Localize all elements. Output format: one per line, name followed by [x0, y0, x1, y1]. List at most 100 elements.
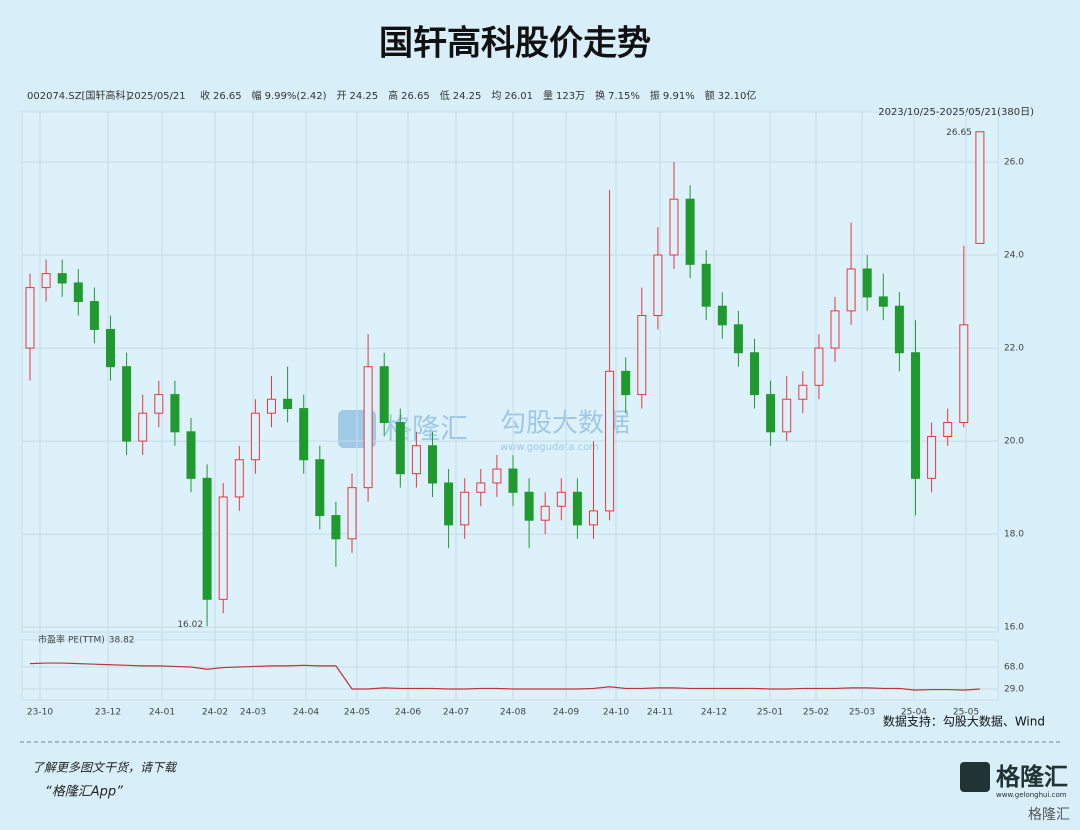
- info-label: 幅: [252, 89, 262, 102]
- candle-body: [363, 366, 373, 489]
- x-tick-label: 24-12: [701, 708, 727, 718]
- candle-body: [395, 422, 405, 475]
- y-tick-label: 26.0: [1004, 157, 1024, 167]
- candle-body: [750, 352, 759, 396]
- candle-body: [186, 431, 196, 479]
- logo: 格隆汇: [996, 763, 1068, 791]
- candle-body: [589, 510, 598, 526]
- title: 国轩高科股价走势: [379, 24, 651, 64]
- x-tick-label: 25-04: [901, 708, 927, 718]
- x-tick-label: 25-02: [803, 708, 829, 718]
- info-value: 32.10亿: [718, 89, 757, 102]
- x-tick-label: 24-11: [647, 708, 673, 718]
- info-value: 24.25: [349, 91, 378, 102]
- candle-body: [975, 131, 985, 244]
- candle-body: [331, 515, 341, 540]
- candle-body: [267, 398, 276, 414]
- x-tick-label: 25-01: [757, 708, 783, 718]
- panel-title: 市盈率: [38, 634, 65, 646]
- info-label: 高: [388, 89, 398, 102]
- x-tick-label: 23-10: [27, 708, 53, 718]
- candle-body: [814, 347, 824, 386]
- y-tick-label: 20.0: [1004, 437, 1024, 447]
- y-tick-label: 22.0: [1004, 344, 1024, 354]
- legend-value: 38.82: [109, 636, 135, 646]
- x-tick-label: 24-07: [443, 708, 469, 718]
- candle-body: [766, 394, 776, 433]
- candle-body: [411, 445, 421, 475]
- candle-body: [830, 310, 840, 349]
- info-label: 换: [595, 89, 605, 102]
- logo-icon: [960, 762, 990, 792]
- candle-body: [862, 268, 872, 298]
- pe-panel: [21, 639, 999, 701]
- candle-body: [878, 296, 888, 307]
- candle-body: [572, 491, 582, 526]
- info-label: 开: [336, 91, 346, 102]
- legend-label: PE(TTM): [68, 636, 105, 646]
- candle-body: [685, 198, 695, 265]
- info-value: 9.99%(2.42): [265, 91, 327, 102]
- x-tick-label: 24-01: [149, 708, 175, 718]
- x-tick-label: 24-10: [603, 708, 629, 718]
- candle-body: [798, 384, 808, 400]
- candle-body: [154, 394, 164, 414]
- candle-body: [379, 366, 389, 424]
- candle-body: [315, 459, 325, 517]
- info-value: 26.65: [401, 91, 430, 102]
- x-tick-label: 24-04: [293, 708, 319, 718]
- candle-body: [25, 287, 35, 349]
- y-tick-label: 16.0: [1004, 623, 1024, 633]
- candle-body: [621, 370, 631, 396]
- candle-body: [540, 505, 550, 521]
- date-range: 2023/10/25-2025/05/21(380日): [878, 107, 1034, 118]
- candle-body: [701, 263, 711, 307]
- candle-body: [202, 477, 212, 600]
- low-label: 16.02: [177, 620, 203, 630]
- candle-body: [492, 468, 502, 484]
- candle-body: [250, 412, 260, 461]
- corner-mark: 格隆汇: [1028, 807, 1070, 823]
- info-value: 24.25: [453, 91, 482, 102]
- candle-body: [234, 459, 244, 498]
- info-label: 额: [705, 89, 715, 102]
- candle-body: [299, 408, 309, 461]
- pe-line: [29, 662, 980, 691]
- y-tick-label: 68.0: [1004, 662, 1024, 672]
- x-tick-label: 24-02: [202, 708, 228, 718]
- candle-body: [508, 468, 518, 493]
- candle-body: [959, 324, 969, 424]
- x-tick-label: 24-06: [395, 708, 421, 718]
- candle-body: [347, 487, 357, 540]
- y-tick-label: 24.0: [1004, 251, 1024, 261]
- info-value: 9.91%: [663, 91, 695, 102]
- candle-body: [524, 491, 534, 521]
- candle-body: [428, 445, 437, 484]
- candle-body: [57, 273, 67, 284]
- info-value: 26.65: [213, 91, 242, 102]
- candle-body: [41, 273, 51, 289]
- candle-body: [122, 366, 132, 442]
- candle-body: [444, 482, 454, 526]
- candle-body: [170, 394, 180, 433]
- info-label: 振: [650, 89, 660, 102]
- info-value: 26.01: [504, 91, 533, 102]
- candle-body: [653, 254, 663, 317]
- candle-body: [943, 422, 953, 437]
- candle-body: [637, 315, 647, 396]
- info-value: 7.15%: [608, 91, 640, 102]
- candle-body: [782, 398, 792, 433]
- quote-date: 2025/05/21: [128, 91, 186, 102]
- info-label: 量: [543, 90, 553, 102]
- info-label: 低: [440, 89, 450, 102]
- info-value: 123万: [556, 91, 585, 102]
- candle-body: [717, 305, 727, 326]
- source: 数据支持：勾股大数据、Wind: [883, 714, 1045, 729]
- candle-body: [605, 370, 615, 512]
- x-tick-label: 23-12: [95, 708, 121, 718]
- x-tick-label: 24-03: [240, 708, 266, 718]
- candle-body: [476, 482, 486, 493]
- high-label: 26.65: [946, 128, 972, 138]
